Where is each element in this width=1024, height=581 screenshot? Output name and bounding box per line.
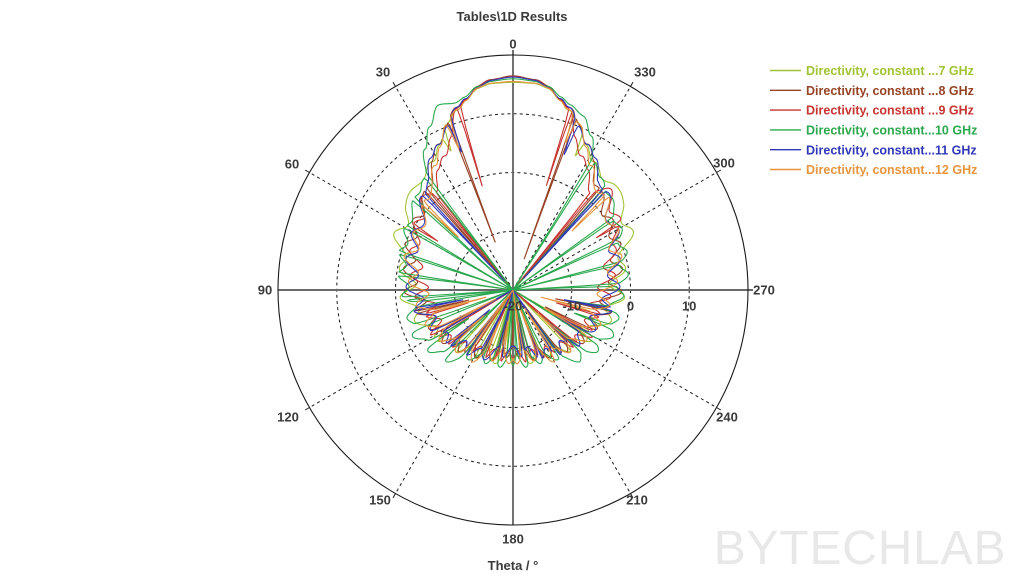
svg-text:Directivity, constant ...9 GHz: Directivity, constant ...9 GHz (806, 104, 974, 118)
svg-text:150: 150 (369, 493, 391, 508)
svg-text:60: 60 (285, 157, 299, 172)
svg-text:330: 330 (634, 65, 656, 80)
svg-text:120: 120 (277, 410, 299, 425)
svg-text:Directivity, constant ...8 GHz: Directivity, constant ...8 GHz (806, 84, 974, 98)
svg-text:210: 210 (626, 493, 648, 508)
svg-text:0: 0 (509, 37, 516, 52)
svg-text:-10: -10 (562, 299, 581, 314)
svg-text:90: 90 (258, 283, 272, 298)
svg-text:180: 180 (502, 532, 524, 547)
svg-text:0: 0 (627, 299, 634, 314)
svg-text:Theta / °: Theta / ° (488, 558, 539, 573)
svg-text:Directivity, constant...12 GHz: Directivity, constant...12 GHz (806, 163, 977, 177)
svg-text:Directivity, constant ...7 GHz: Directivity, constant ...7 GHz (806, 64, 974, 78)
svg-text:Tables\1D Results: Tables\1D Results (456, 9, 567, 24)
svg-text:Directivity, constant...11 GHz: Directivity, constant...11 GHz (806, 143, 977, 157)
svg-text:-20: -20 (504, 299, 523, 314)
svg-text:Directivity, constant...10 GHz: Directivity, constant...10 GHz (806, 124, 977, 138)
svg-text:240: 240 (716, 410, 738, 425)
svg-text:10: 10 (682, 299, 696, 314)
svg-text:30: 30 (376, 65, 390, 80)
svg-text:270: 270 (753, 283, 775, 298)
svg-text:BYTECHLAB: BYTECHLAB (714, 522, 1007, 575)
svg-text:300: 300 (713, 156, 735, 171)
